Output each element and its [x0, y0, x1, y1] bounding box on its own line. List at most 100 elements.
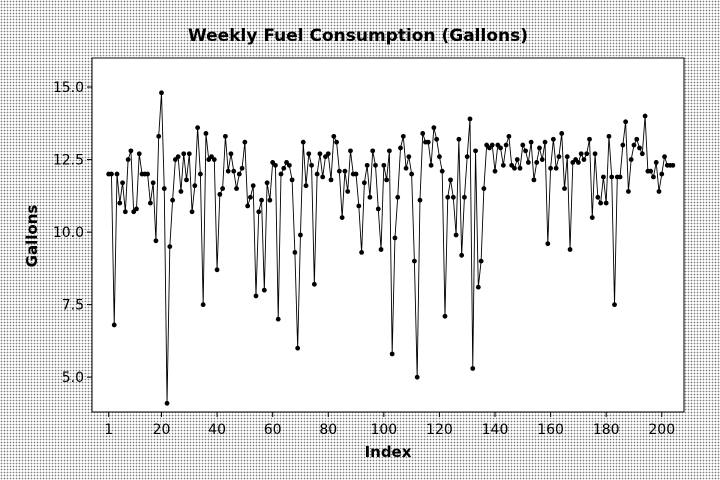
data-point [122, 209, 128, 215]
x-axis-ticks: 1 20 40 60 80 100 120 140 160 180 200 [104, 412, 675, 438]
data-point [395, 194, 401, 200]
data-point [145, 171, 150, 177]
data-point [248, 194, 253, 200]
data-point [353, 171, 359, 177]
data-point [464, 154, 470, 160]
data-point [231, 168, 237, 174]
data-point [612, 302, 617, 308]
y-tick-label: 7.5 [62, 298, 84, 314]
data-point [478, 258, 484, 264]
data-point [170, 197, 176, 203]
data-point [437, 154, 442, 160]
data-point [153, 238, 159, 244]
data-point [442, 313, 448, 319]
data-point [575, 160, 581, 165]
x-tick-label: 1 [104, 422, 113, 438]
data-point [431, 125, 437, 131]
chart-title: Weekly Fuel Consumption (Gallons) [188, 26, 528, 46]
data-point [517, 165, 523, 171]
plot-area [91, 57, 685, 413]
data-point [228, 151, 234, 157]
data-point [639, 151, 645, 157]
data-point [342, 168, 348, 174]
data-point [147, 200, 153, 206]
data-point [506, 133, 512, 139]
data-point [659, 171, 665, 177]
data-point [289, 177, 295, 183]
data-point [278, 171, 284, 177]
data-point [448, 177, 453, 183]
data-point [425, 139, 431, 145]
data-point [520, 142, 526, 148]
data-point [525, 160, 531, 165]
data-point [462, 194, 467, 200]
data-point [417, 197, 423, 203]
data-point [389, 351, 395, 357]
data-point [136, 151, 142, 157]
data-point [178, 189, 184, 194]
data-point [403, 165, 409, 171]
data-point [400, 133, 406, 139]
data-point [186, 151, 192, 157]
data-point [670, 162, 676, 168]
data-point [623, 119, 629, 125]
data-point [587, 136, 592, 142]
data-point [581, 157, 587, 162]
data-point [420, 131, 426, 136]
data-point [409, 171, 415, 177]
data-point [359, 250, 364, 255]
data-point [523, 148, 528, 154]
data-point [651, 174, 656, 180]
data-point [375, 206, 381, 212]
y-tick-label: 12.5 [53, 153, 84, 169]
data-point [481, 186, 487, 191]
data-point [164, 400, 170, 406]
data-point [414, 374, 420, 380]
data-point [595, 194, 601, 200]
data-point [662, 154, 667, 160]
data-point [617, 174, 623, 180]
data-point [534, 160, 540, 165]
data-point [381, 162, 387, 168]
data-point [637, 145, 642, 151]
data-point [386, 148, 392, 154]
data-point [459, 252, 465, 258]
data-point [339, 215, 345, 220]
data-point [537, 145, 542, 151]
data-point [378, 247, 384, 252]
data-point [470, 366, 476, 371]
y-axis-label: Gallons [23, 205, 41, 268]
data-point [642, 113, 648, 119]
data-point [489, 142, 495, 148]
data-point [300, 139, 306, 145]
data-point [545, 241, 551, 247]
data-point [298, 232, 303, 238]
x-tick-label: 120 [426, 422, 453, 438]
data-point [264, 180, 270, 186]
data-point [314, 171, 320, 177]
data-point [273, 162, 278, 168]
data-point [384, 177, 390, 183]
x-axis-label: Index [365, 443, 412, 461]
data-point [192, 183, 198, 189]
data-point [620, 142, 626, 148]
data-point [317, 151, 323, 157]
data-point [211, 157, 217, 162]
data-point [214, 267, 220, 273]
data-point [364, 162, 370, 168]
data-point [223, 133, 228, 139]
data-point [311, 281, 317, 287]
data-point [175, 154, 181, 160]
data-point [439, 168, 445, 174]
data-point [453, 232, 459, 238]
data-point [567, 247, 573, 252]
data-point [225, 168, 231, 174]
data-point [512, 165, 517, 171]
data-point [392, 235, 398, 241]
data-point [631, 142, 637, 148]
data-point [553, 165, 559, 171]
data-point [445, 194, 451, 200]
x-tick-label: 200 [648, 422, 675, 438]
